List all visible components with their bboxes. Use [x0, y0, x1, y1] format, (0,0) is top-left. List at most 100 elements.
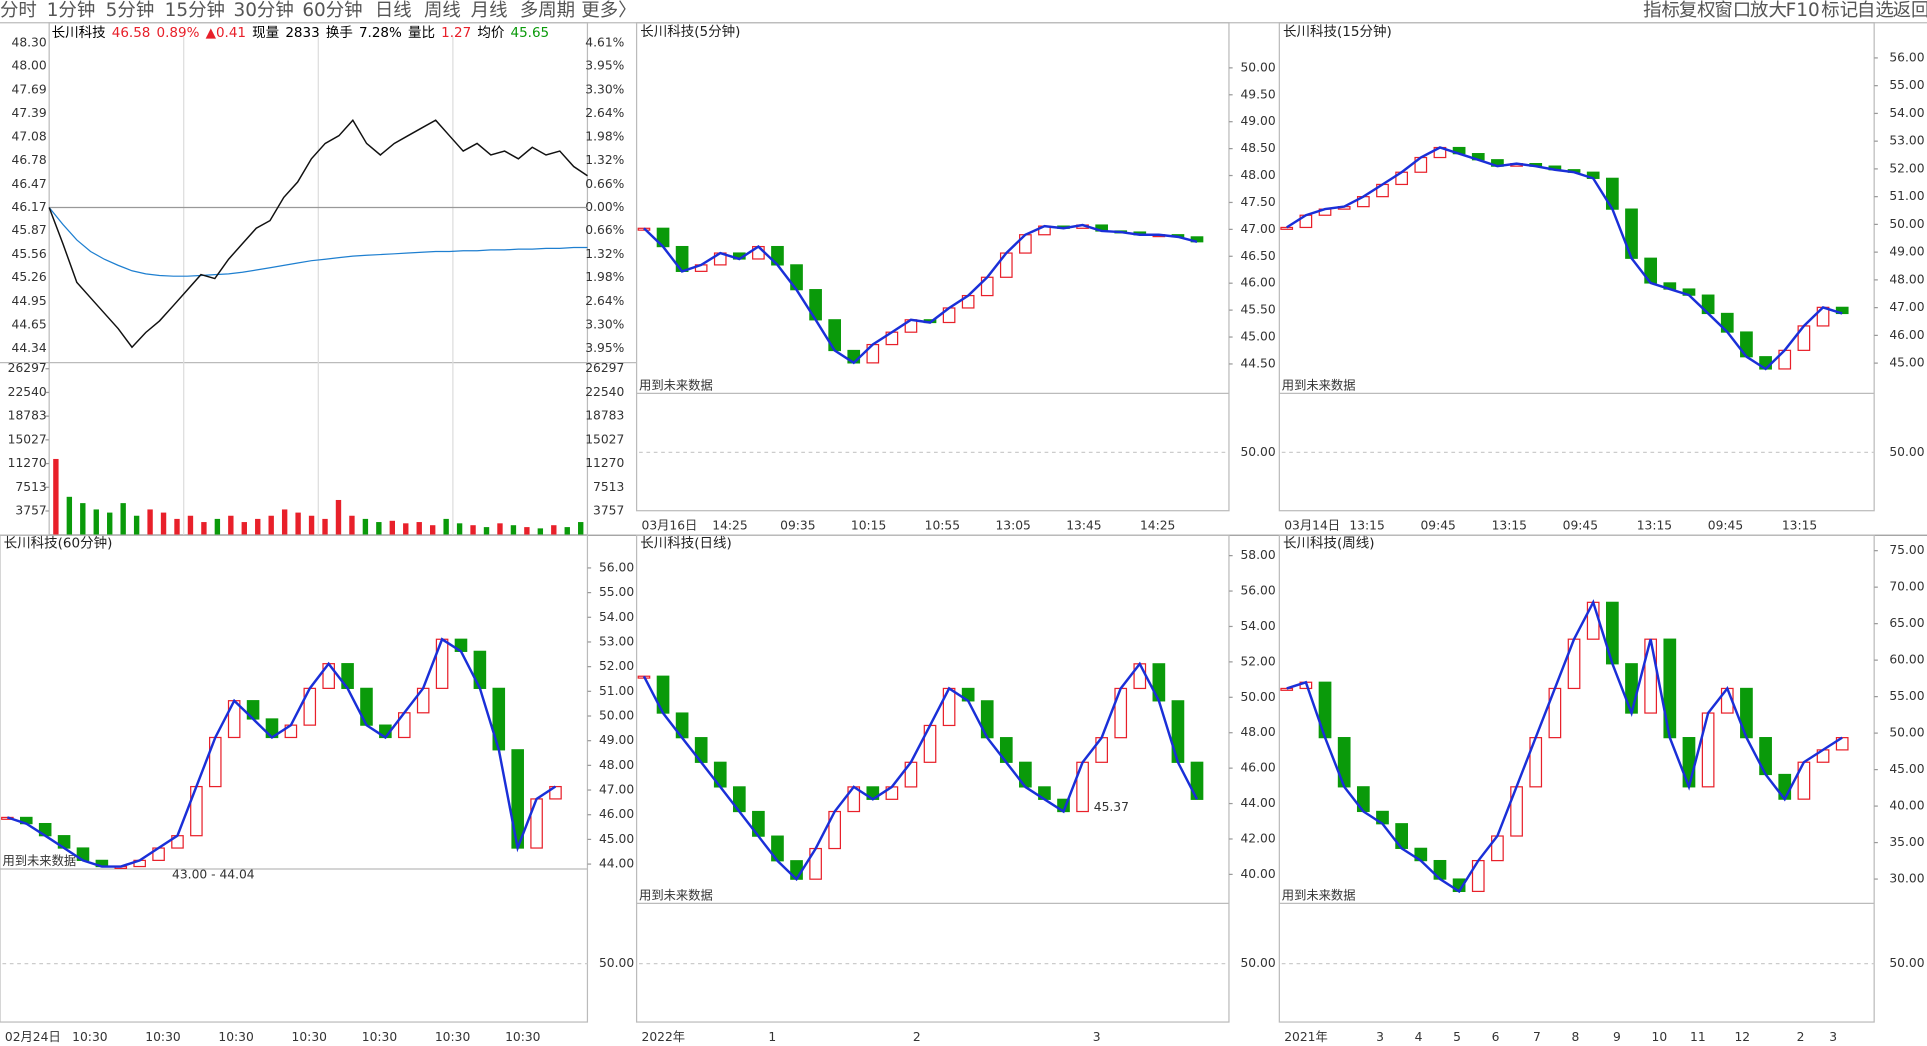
price-tick-label: 49.00 [1889, 245, 1924, 259]
price-tick-label: 45.00 [1889, 356, 1924, 370]
tool-button[interactable]: F10 [1786, 0, 1820, 21]
volume-bar [524, 527, 530, 535]
price-tick-label: 46.50 [1240, 249, 1275, 263]
tool-button[interactable]: 指标 [1643, 0, 1680, 21]
x-tick-label: 14:25 [1140, 519, 1175, 533]
price-tick-label: 52.00 [1889, 161, 1924, 175]
price-line [48, 118, 588, 349]
period-tab[interactable]: 多周期 [520, 0, 575, 21]
x-tick-label: 12 [1734, 1030, 1750, 1044]
quote-line: 长川科技 46.58 0.89% ▲0.41 现量 2833 换手 7.28% 量比 1.27 均价… [52, 25, 550, 41]
panel-frame [635, 534, 1230, 1023]
pct-tick-label: 3.95% [585, 59, 624, 73]
price-tick-label: 44.00 [1240, 796, 1275, 810]
x-tick-label: 7 [1533, 1030, 1541, 1044]
quote-item: 长川科技 [52, 25, 106, 41]
period-tab[interactable]: 60分钟 [302, 0, 362, 21]
future-note: 用到未来数据 [639, 377, 713, 392]
period-tab[interactable]: 5分钟 [106, 0, 155, 21]
tool-button[interactable]: 返回 [1893, 0, 1927, 21]
price-tick-label: 46.78 [12, 153, 47, 167]
volume-tick-label: 3757 [15, 503, 46, 517]
tool-button[interactable]: 标记 [1821, 0, 1858, 21]
price-tick-label: 46.00 [1240, 276, 1275, 290]
x-tick-label: 10:15 [851, 519, 886, 533]
x-tick-label: 11 [1690, 1030, 1706, 1044]
x-tick-label: 03月14日 [1284, 519, 1340, 533]
volume-bar [255, 518, 261, 535]
volume-bar [510, 525, 517, 535]
quote-item: 换手 [326, 25, 353, 41]
indicator-label: 50.00 [1240, 445, 1275, 459]
period-tab[interactable]: 30分钟 [234, 0, 294, 21]
close-line [643, 223, 1198, 365]
volume-bar [201, 522, 207, 535]
price-tick-label: 48.00 [12, 59, 47, 73]
volume-bar [483, 527, 490, 535]
price-tick-label: 45.56 [12, 247, 47, 261]
volume-tick-label-right: 22540 [585, 385, 624, 399]
volume-bar [456, 523, 463, 535]
period-tab[interactable]: 更多〉 [581, 0, 636, 21]
price-tick-label: 56.00 [599, 560, 634, 574]
volume-bar [335, 499, 342, 535]
period-tab[interactable]: 分时 [0, 0, 37, 21]
x-tick-label: 09:35 [780, 519, 815, 533]
panel-title: 长川科技(60分钟) [4, 534, 113, 551]
pct-tick-label: 1.98% [585, 270, 624, 284]
tool-button[interactable]: 自选 [1857, 0, 1894, 21]
price-tick-label: 52.00 [599, 659, 634, 673]
x-tick-label: 02月24日 [5, 1030, 61, 1044]
volume-bar [403, 523, 409, 535]
price-tick-label: 55.00 [599, 585, 634, 599]
x-tick-label: 5 [1453, 1030, 1461, 1044]
price-tick-label: 49.00 [1240, 114, 1275, 128]
period-tab[interactable]: 月线 [471, 0, 508, 21]
price-tick-label: 51.00 [1889, 189, 1924, 203]
x-tick-label: 13:15 [1637, 519, 1672, 533]
price-tick-label: 47.50 [1240, 195, 1275, 209]
price-tick-label: 45.87 [12, 223, 47, 237]
x-tick-label: 2022年 [642, 1030, 686, 1044]
x-tick-label: 10:30 [505, 1030, 540, 1044]
pct-tick-label: 4.61% [585, 36, 624, 50]
volume-tick-label: 22540 [8, 385, 47, 399]
volume-bar [497, 523, 503, 535]
tool-button[interactable]: 放大 [1750, 0, 1787, 21]
volume-bar [349, 515, 355, 535]
period-tab[interactable]: 周线 [424, 0, 461, 21]
tool-button[interactable]: 窗口 [1714, 0, 1751, 21]
volume-bar [376, 522, 382, 535]
volume-bar [228, 515, 234, 535]
x-tick-label: 10:30 [72, 1030, 107, 1044]
period-tab[interactable]: 1分钟 [47, 0, 96, 21]
price-tick-label: 48.50 [1240, 141, 1275, 155]
x-tick-label: 13:15 [1492, 519, 1527, 533]
price-tick-label: 44.95 [12, 294, 47, 308]
average-line [48, 207, 588, 277]
volume-bar [66, 496, 73, 535]
volume-bar [107, 512, 113, 535]
price-tick-label: 47.69 [12, 83, 47, 97]
tool-button[interactable]: 复权 [1679, 0, 1716, 21]
x-tick-label: 1 [768, 1030, 776, 1044]
period-tab[interactable]: 15分钟 [165, 0, 225, 21]
price-tick-label: 45.26 [12, 270, 47, 284]
price-tick-label: 45.00 [1240, 330, 1275, 344]
price-tick-label: 44.65 [12, 317, 47, 331]
future-note: 用到未来数据 [1282, 888, 1356, 903]
price-tick-label: 56.00 [1889, 50, 1924, 64]
x-tick-label: 3 [1093, 1030, 1101, 1044]
x-tick-label: 10 [1652, 1030, 1668, 1044]
price-tick-label: 49.50 [1240, 87, 1275, 101]
volume-bar [160, 512, 167, 535]
close-line [1286, 146, 1843, 371]
price-tick-label: 48.00 [1240, 168, 1275, 182]
x-tick-label: 2021年 [1284, 1030, 1328, 1044]
indicator-label: 50.00 [1240, 956, 1275, 970]
panel-frame [1278, 22, 1875, 512]
pct-tick-label: 1.32% [585, 247, 624, 261]
volume-tick-label-right: 26297 [585, 361, 624, 375]
volume-bar [308, 515, 315, 535]
period-tab[interactable]: 日线 [375, 0, 412, 21]
